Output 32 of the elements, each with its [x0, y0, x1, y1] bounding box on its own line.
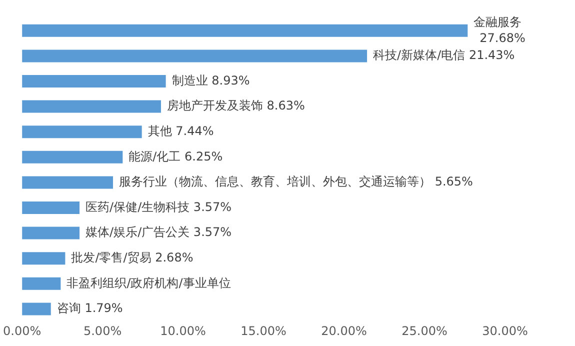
y-tick-label: 非盈利组织/政府机构/事业单位 [66, 276, 231, 290]
bar [22, 176, 114, 189]
bar [22, 226, 80, 240]
x-tick-label: 10.00% [160, 324, 206, 338]
bar [22, 100, 161, 113]
category-label: 房地产开发及装饰 8.63% [166, 98, 305, 113]
bar [22, 252, 66, 265]
bar [22, 277, 61, 290]
data-label: 27.68% [480, 30, 526, 45]
x-tick-label: 25.00% [402, 324, 448, 338]
category-label: 其他 7.44% [148, 124, 214, 138]
category-label: 科技/新媒体/电信 21.43% [373, 48, 515, 62]
x-tick-label: 15.00% [240, 324, 286, 338]
x-tick-label: 20.00% [321, 324, 367, 338]
bar [22, 24, 468, 37]
x-tick-label: 0.00% [3, 324, 42, 338]
y-tick-label: 金融服务 [474, 14, 522, 29]
category-label: 医药/保健/生物科技 3.57% [86, 200, 232, 214]
category-label: 能源/化工 6.25% [128, 149, 223, 164]
bar [22, 150, 123, 164]
bar [22, 50, 368, 62]
category-label: 批发/零售/贸易 2.68% [71, 250, 194, 264]
category-label: 媒体/娱乐/广告公关 3.57% [86, 225, 232, 240]
category-label: 服务行业（物流、信息、教育、培训、外包、交通运输等） 5.65% [119, 174, 473, 189]
category-label: 制造业 8.93% [172, 73, 250, 88]
x-tick-label: 30.00% [482, 324, 528, 338]
bar [22, 74, 166, 88]
bar [22, 201, 80, 214]
bar [22, 126, 142, 138]
bar [22, 302, 51, 316]
x-tick-label: 5.00% [83, 324, 122, 338]
category-label: 咨询 1.79% [56, 301, 123, 316]
